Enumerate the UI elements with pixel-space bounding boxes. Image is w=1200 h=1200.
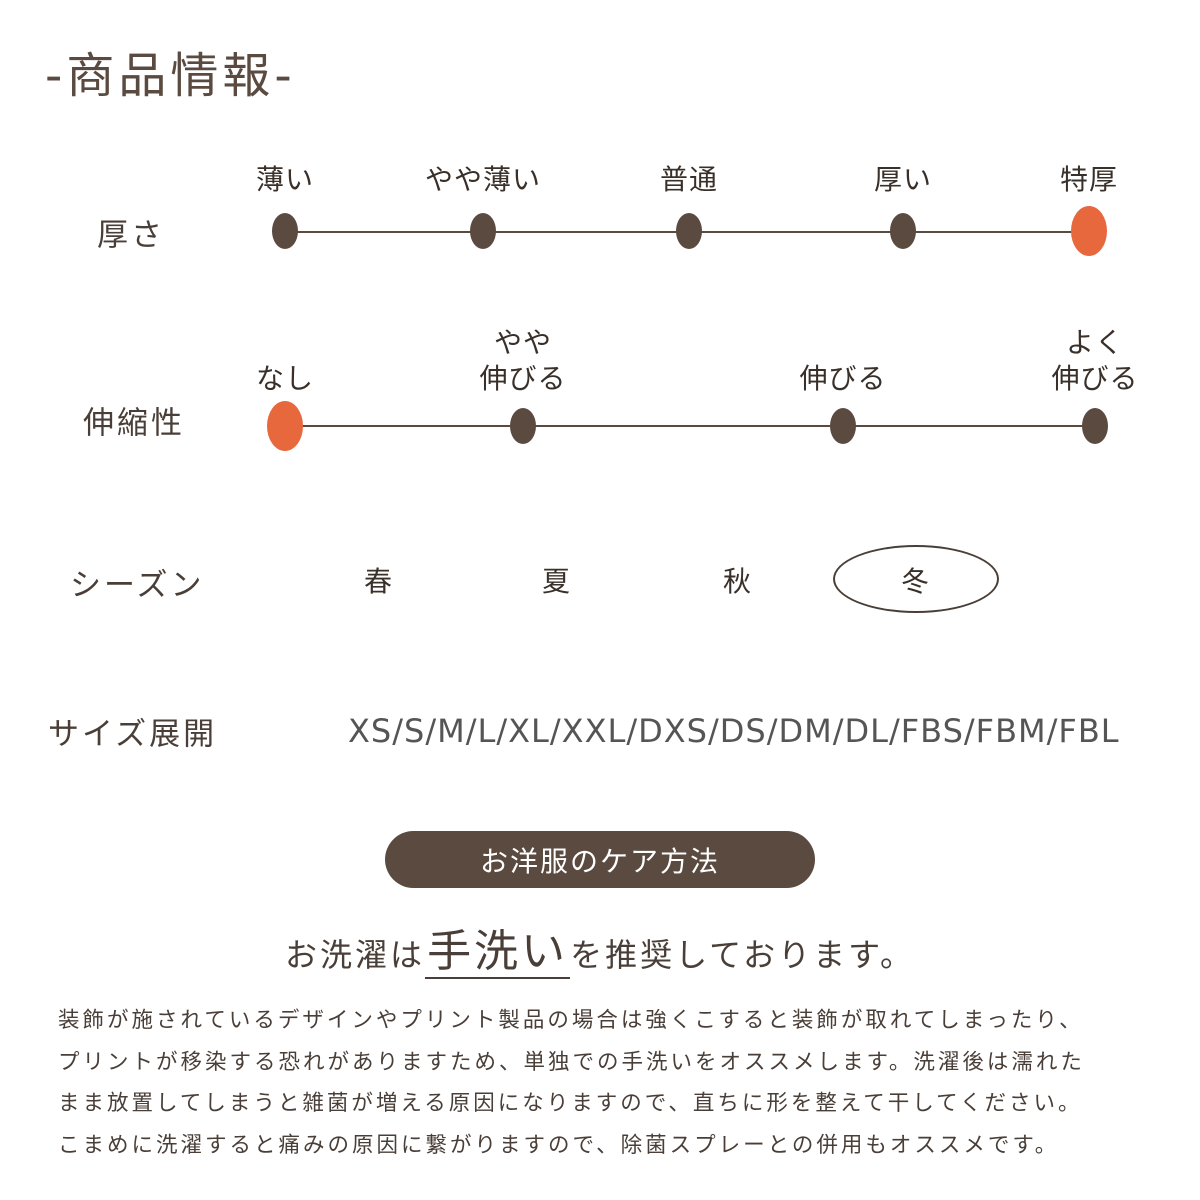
stretch-option-label: 伸びる xyxy=(799,361,886,397)
thickness-dot xyxy=(890,213,916,249)
thickness-dot xyxy=(676,213,702,249)
stretch-option-text: 伸びる xyxy=(479,362,567,395)
page-title: -商品情報- xyxy=(45,48,296,104)
thickness-dot xyxy=(470,213,496,249)
thickness-label: 厚さ xyxy=(97,217,165,254)
stretch-option-text: やや xyxy=(493,326,553,359)
season-option: 秋 xyxy=(722,565,752,598)
headline-post: を推奨しております。 xyxy=(570,936,915,974)
stretch-dot xyxy=(510,408,536,444)
thickness-option-label: 特厚 xyxy=(1059,163,1119,196)
care-line: まま放置してしまうと雑菌が増える原因になりますので、直ちに形を整えて干してくださ… xyxy=(58,1091,1083,1116)
care-description: 装飾が施されているデザインやプリント製品の場合は強くこすると装飾が取れてしまった… xyxy=(58,1000,1148,1166)
season-option: 夏 xyxy=(541,565,571,598)
stretch-option-text: よく xyxy=(1065,326,1125,359)
thickness-option-label: 厚い xyxy=(873,163,933,196)
care-line: プリントが移染する恐れがありますため、単独での手洗いをオススメします。洗濯後は濡… xyxy=(58,1049,1085,1075)
headline-emphasis: 手洗い xyxy=(425,926,571,979)
stretch-scale-line xyxy=(285,425,1095,427)
care-line: 装飾が施されているデザインやプリント製品の場合は強くこすると装飾が取れてしまった… xyxy=(58,1008,1084,1033)
stretch-option-label: よく 伸びる xyxy=(1051,325,1138,397)
season-label: シーズン xyxy=(70,567,205,604)
thickness-option-label: 普通 xyxy=(659,163,719,196)
thickness-option-label: 薄い xyxy=(255,163,315,196)
season-selected-ring xyxy=(833,545,999,613)
care-method-label: お洋服のケア方法 xyxy=(479,844,720,878)
headline-pre: お洗濯は xyxy=(285,936,426,974)
thickness-selected-dot xyxy=(1071,206,1107,256)
care-headline: お洗濯は手洗いを推奨しております。 xyxy=(0,915,1200,979)
stretch-selected-dot xyxy=(267,401,303,451)
sizes-value: XS/S/M/L/XL/XXL/DXS/DS/DM/DL/FBS/FBM/FBL xyxy=(348,712,1120,750)
stretch-option-label: なし xyxy=(256,361,314,397)
stretch-option-label: やや 伸びる xyxy=(479,325,566,397)
care-line: こまめに洗濯すると痛みの原因に繋がりますので、除菌スプレーとの併用もオススメです… xyxy=(58,1132,1060,1158)
stretch-dot xyxy=(1082,408,1108,444)
stretch-option-text: なし xyxy=(255,362,315,395)
stretch-option-text: 伸びる xyxy=(1051,362,1139,395)
season-option: 冬 xyxy=(900,565,930,598)
thickness-option-label: やや薄い xyxy=(424,163,542,196)
sizes-label: サイズ展開 xyxy=(48,716,218,753)
thickness-dot xyxy=(272,213,298,249)
season-option: 春 xyxy=(363,565,393,598)
care-method-banner: お洋服のケア方法 xyxy=(385,831,815,888)
stretch-label: 伸縮性 xyxy=(83,405,185,442)
stretch-dot xyxy=(830,408,856,444)
stretch-option-text: 伸びる xyxy=(799,362,887,395)
